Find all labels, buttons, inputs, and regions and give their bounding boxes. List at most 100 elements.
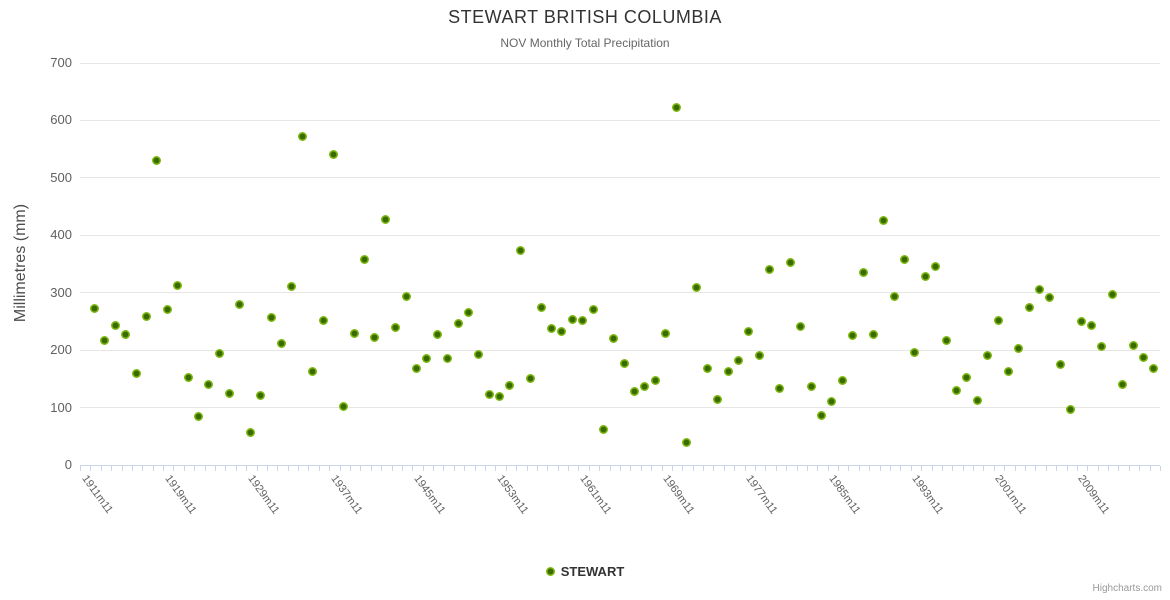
data-point[interactable] — [1024, 302, 1034, 312]
data-point[interactable] — [1035, 285, 1045, 295]
data-point[interactable] — [546, 323, 556, 333]
data-point[interactable] — [380, 214, 390, 224]
data-point[interactable] — [1045, 292, 1055, 302]
data-point[interactable] — [1076, 316, 1086, 326]
data-point[interactable] — [1066, 405, 1076, 415]
data-point[interactable] — [920, 272, 930, 282]
data-point[interactable] — [858, 267, 868, 277]
data-point[interactable] — [733, 355, 743, 365]
data-point[interactable] — [972, 395, 982, 405]
data-point[interactable] — [1107, 289, 1117, 299]
data-point[interactable] — [463, 307, 473, 317]
data-point[interactable] — [983, 351, 993, 361]
data-point[interactable] — [775, 383, 785, 393]
data-point[interactable] — [962, 372, 972, 382]
data-point[interactable] — [536, 302, 546, 312]
data-point[interactable] — [349, 328, 359, 338]
data-point[interactable] — [661, 328, 671, 338]
data-point[interactable] — [1003, 367, 1013, 377]
data-point[interactable] — [848, 330, 858, 340]
data-point[interactable] — [391, 323, 401, 333]
data-point[interactable] — [245, 427, 255, 437]
data-point[interactable] — [806, 382, 816, 392]
data-point[interactable] — [671, 103, 681, 113]
data-point[interactable] — [765, 264, 775, 274]
data-point[interactable] — [837, 375, 847, 385]
data-point[interactable] — [910, 347, 920, 357]
data-point[interactable] — [1138, 353, 1148, 363]
data-point[interactable] — [453, 319, 463, 329]
data-point[interactable] — [1097, 341, 1107, 351]
data-point[interactable] — [162, 305, 172, 315]
data-point[interactable] — [889, 291, 899, 301]
data-point[interactable] — [900, 255, 910, 265]
data-point[interactable] — [1014, 343, 1024, 353]
data-point[interactable] — [308, 366, 318, 376]
data-point[interactable] — [681, 438, 691, 448]
data-point[interactable] — [411, 364, 421, 374]
data-point[interactable] — [578, 316, 588, 326]
data-point[interactable] — [951, 386, 961, 396]
data-point[interactable] — [505, 381, 515, 391]
data-point[interactable] — [1149, 364, 1159, 374]
data-point[interactable] — [193, 411, 203, 421]
data-point[interactable] — [370, 333, 380, 342]
data-point[interactable] — [214, 349, 224, 359]
data-point[interactable] — [339, 401, 349, 411]
data-point[interactable] — [183, 373, 193, 383]
data-point[interactable] — [318, 316, 328, 326]
data-point[interactable] — [256, 391, 266, 400]
data-point[interactable] — [287, 281, 297, 291]
data-point[interactable] — [723, 367, 733, 377]
data-point[interactable] — [1086, 320, 1096, 330]
data-point[interactable] — [121, 329, 131, 339]
data-point[interactable] — [1055, 360, 1065, 369]
data-point[interactable] — [702, 364, 712, 374]
data-point[interactable] — [816, 410, 826, 420]
data-point[interactable] — [567, 315, 577, 325]
data-point[interactable] — [526, 374, 536, 384]
data-point[interactable] — [266, 313, 276, 323]
legend-item-stewart[interactable]: STEWART — [0, 564, 1170, 579]
data-point[interactable] — [827, 397, 837, 407]
data-point[interactable] — [131, 368, 141, 378]
data-point[interactable] — [173, 281, 183, 291]
data-point[interactable] — [401, 291, 411, 301]
data-point[interactable] — [650, 375, 660, 385]
highcharts-credits-link[interactable]: Highcharts.com — [1092, 583, 1162, 594]
data-point[interactable] — [225, 389, 235, 399]
data-point[interactable] — [713, 395, 723, 405]
data-point[interactable] — [1128, 341, 1138, 351]
data-point[interactable] — [235, 300, 245, 310]
data-point[interactable] — [1118, 380, 1128, 390]
data-point[interactable] — [588, 305, 598, 315]
data-point[interactable] — [692, 283, 702, 293]
data-point[interactable] — [422, 354, 432, 364]
data-point[interactable] — [515, 246, 525, 256]
data-point[interactable] — [640, 382, 650, 392]
data-point[interactable] — [110, 320, 120, 330]
data-point[interactable] — [796, 321, 806, 331]
data-point[interactable] — [993, 315, 1003, 325]
data-point[interactable] — [879, 215, 889, 225]
data-point[interactable] — [941, 335, 951, 345]
data-point[interactable] — [297, 132, 307, 141]
data-point[interactable] — [204, 379, 214, 389]
data-point[interactable] — [931, 261, 941, 271]
data-point[interactable] — [495, 391, 505, 401]
data-point[interactable] — [328, 149, 338, 159]
data-point[interactable] — [360, 255, 370, 265]
data-point[interactable] — [754, 351, 764, 361]
data-point[interactable] — [609, 333, 619, 343]
data-point[interactable] — [90, 303, 100, 313]
data-point[interactable] — [744, 327, 754, 337]
data-point[interactable] — [630, 386, 640, 396]
data-point[interactable] — [557, 326, 567, 336]
data-point[interactable] — [443, 354, 453, 364]
data-point[interactable] — [619, 358, 629, 368]
data-point[interactable] — [474, 349, 484, 359]
data-point[interactable] — [598, 425, 608, 435]
data-point[interactable] — [100, 336, 110, 346]
data-point[interactable] — [484, 389, 494, 399]
data-point[interactable] — [276, 339, 286, 349]
